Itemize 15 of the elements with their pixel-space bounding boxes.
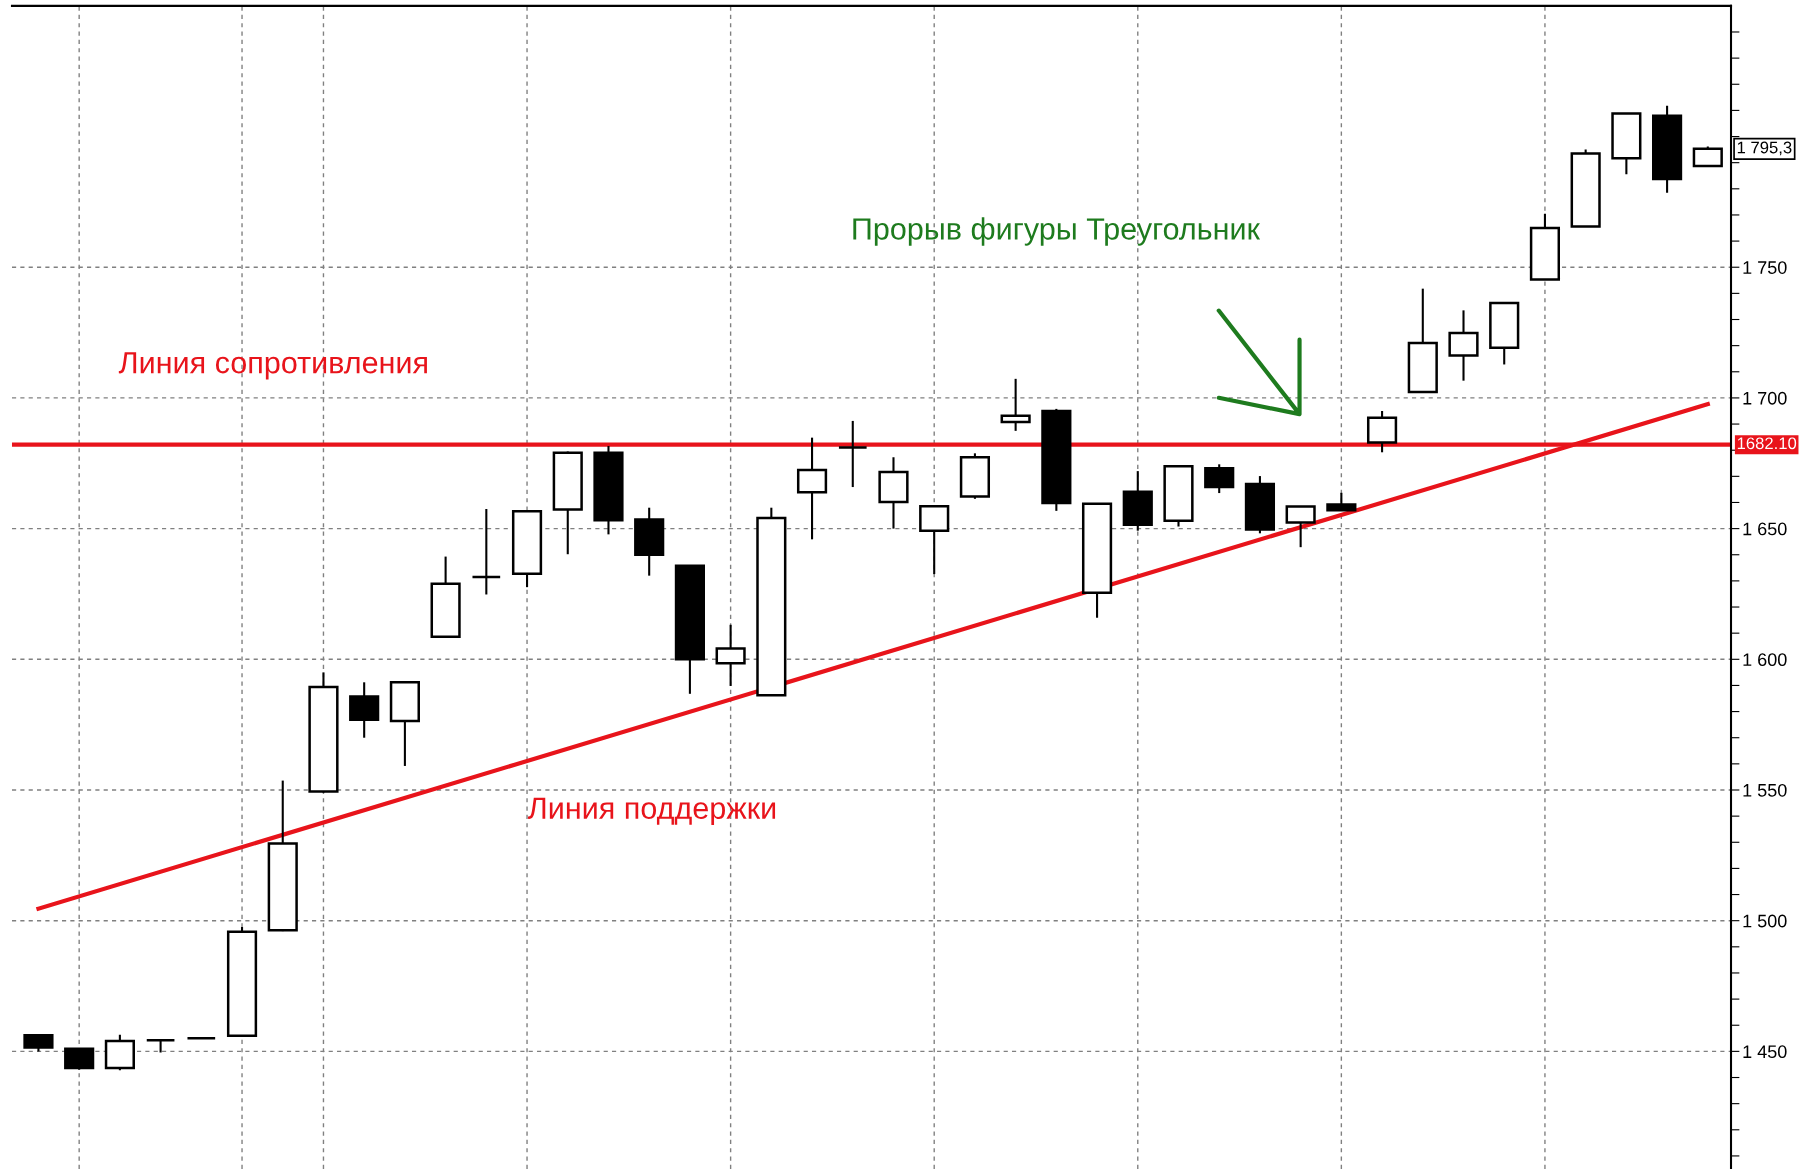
ref-line-label: 1682.10 [1737, 437, 1797, 450]
text: 1 795,3 [1737, 141, 1792, 156]
annotation: Прорыв фигуры Треугольник [853, 217, 1261, 246]
candlestick [471, 507, 502, 596]
candlestick [837, 419, 868, 489]
y-tick-label: 1 700 [1743, 391, 1787, 405]
y-tick-label: 1 450 [1743, 1045, 1787, 1059]
annotation: Линия поддержки [527, 797, 776, 825]
candlestick [1000, 377, 1031, 432]
y-tick-label: 1 600 [1743, 653, 1787, 667]
y-tick-label: 1 650 [1743, 522, 1787, 536]
y-tick-label: 1 500 [1743, 914, 1787, 928]
y-tick-label: 1 550 [1743, 783, 1787, 797]
annotation: Линия сопротивления [118, 352, 427, 380]
y-tick-label: 1 750 [1743, 261, 1787, 274]
